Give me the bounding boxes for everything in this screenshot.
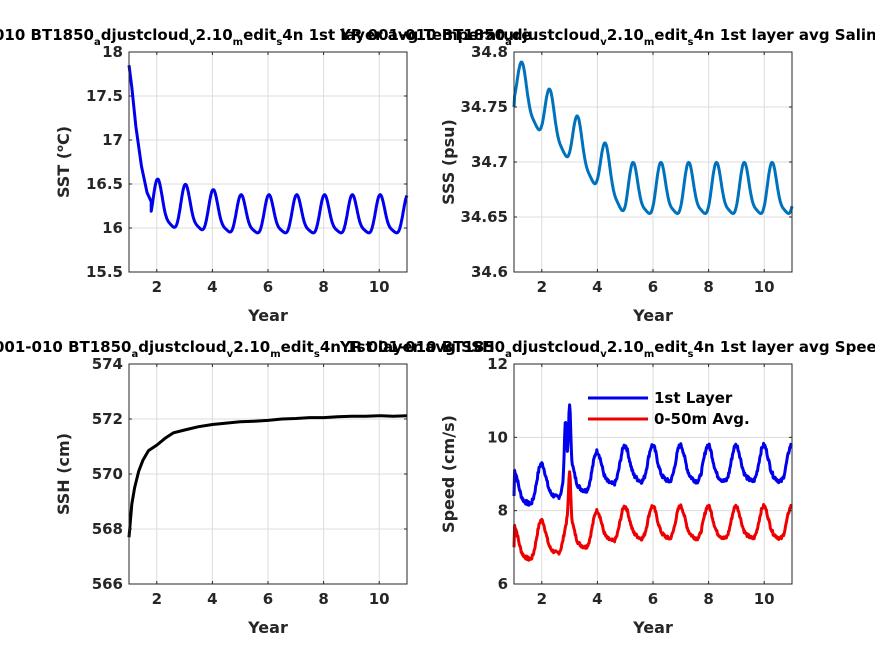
x-tick-label: 6 [263,590,273,608]
y-tick-label: 12 [487,355,508,373]
y-tick-label: 34.6 [471,263,508,281]
x-tick-label: 8 [318,278,328,296]
x-tick-label: 2 [537,590,547,608]
x-tick-label: 6 [263,278,273,296]
y-tick-label: 15.5 [86,263,123,281]
y-tick-label: 18 [102,43,123,61]
y-tick-label: 574 [92,355,123,373]
x-axis-label: Year [632,618,673,637]
y-tick-label: 16 [102,219,123,237]
series-line-1 [512,403,793,507]
x-tick-label: 4 [207,278,217,296]
legend: 1st Layer 0-50m Avg. [588,389,750,428]
x-axis-label: Year [632,306,673,325]
x-tick-label: 6 [648,590,658,608]
legend-label: 0-50m Avg. [654,410,750,428]
y-tick-label: 8 [498,502,508,520]
legend-label: 1st Layer [654,389,733,407]
y-tick-label: 17 [102,131,123,149]
chart-1: 2 4 6 8 10 15.5 16 16.5 17 17.5 18 Year SST (oC) 010 … [0,26,532,325]
x-tick-label: 10 [369,590,390,608]
y-tick-label: 572 [92,410,123,428]
x-tick-label: 4 [592,590,602,608]
y-tick-label: 34.65 [461,208,508,226]
x-tick-label: 8 [703,590,713,608]
y-tick-label: 34.8 [471,43,508,61]
series-line-1 [512,60,794,215]
y-tick-label: 6 [498,575,508,593]
y-axis-label: SSS (psu) [439,119,458,205]
y-tick-label: 566 [92,575,123,593]
y-axis-label: SSH (cm) [54,433,73,515]
chart-title: 001-010 BT1850adjustcloudv2.10medits4n 1… [0,338,495,360]
y-tick-label: 10 [487,428,508,446]
series-line-2 [512,470,793,562]
x-tick-label: 2 [537,278,547,296]
chart-3: 2 4 6 8 10 566 568 570 572 574 Year SSH (cm) 001-010… [0,338,495,637]
y-tick-label: 568 [92,520,123,538]
x-tick-label: 8 [318,590,328,608]
x-tick-label: 2 [152,590,162,608]
x-axis-label: Year [247,618,288,637]
x-tick-label: 10 [369,278,390,296]
x-tick-label: 10 [754,278,775,296]
x-tick-label: 2 [152,278,162,296]
y-tick-label: 16.5 [86,175,123,193]
y-axis-label: Speed (cm/s) [439,415,458,533]
x-tick-label: 4 [207,590,217,608]
chart-title: YR 001-010 BT1850adjustcloudv2.10medits4… [339,26,875,48]
y-tick-label: 17.5 [86,87,123,105]
y-axis-label: SST (oC) [54,126,73,198]
x-tick-label: 6 [648,278,658,296]
chart-title: YR 001-010 BT1850adjustcloudv2.10medits4… [339,338,875,360]
chart-4: 2 4 6 8 10 6 8 10 12 Year Speed (cm/s) YR 001-010 B… [339,338,875,637]
x-tick-label: 10 [754,590,775,608]
chart-title: 010 BT1850adjustcloudv2.10medits4n 1st l… [0,26,532,48]
y-tick-label: 34.75 [461,98,508,116]
x-axis-label: Year [247,306,288,325]
x-tick-label: 8 [703,278,713,296]
x-tick-label: 4 [592,278,602,296]
series-line-1 [127,65,409,235]
series-line-1 [127,414,408,538]
y-tick-label: 570 [92,465,123,483]
y-tick-label: 34.7 [471,153,508,171]
chart-2: 2 4 6 8 10 34.6 34.65 34.7 34.75 34.8 Year SSS (psu… [339,26,875,325]
